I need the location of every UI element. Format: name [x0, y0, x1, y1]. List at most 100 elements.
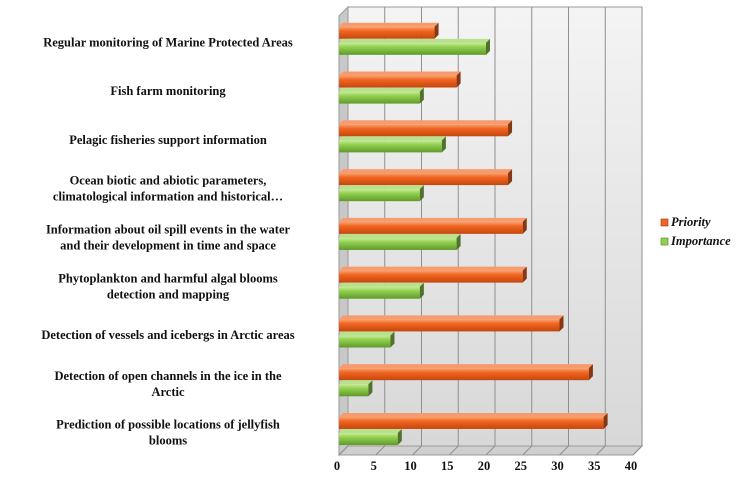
bar-priority-2: [339, 120, 513, 137]
bar-importance-8: [339, 429, 402, 446]
category-label-line: Ocean biotic and abiotic parameters,: [70, 174, 267, 188]
bar-priority-7: [339, 364, 593, 381]
bar-priority-8: [339, 412, 608, 429]
x-tick-label: 0: [334, 459, 340, 473]
legend-swatch: [660, 237, 669, 246]
floor-gridline: [338, 445, 349, 456]
bar-priority-4: [339, 217, 527, 234]
bar-front: [339, 173, 509, 186]
floor-gridline: [412, 445, 422, 456]
bar-end: [441, 136, 446, 153]
floor-gridline: [375, 445, 386, 456]
category-label: Detection of open channels in the ice in…: [54, 369, 282, 399]
bar-end: [419, 185, 424, 202]
bar-front: [339, 42, 486, 55]
bar-front: [339, 189, 420, 202]
category-label: Information about oil spill events in th…: [46, 223, 291, 253]
x-tick-label: 5: [371, 459, 377, 473]
category-label: Fish farm monitoring: [110, 84, 226, 98]
category-label-line: Arctic: [151, 385, 185, 399]
category-label-line: Information about oil spill events in th…: [46, 223, 291, 237]
bar-top: [339, 38, 490, 43]
bar-end: [508, 120, 513, 137]
bar-top: [339, 217, 527, 222]
category-label-line: Pelagic fisheries support information: [69, 133, 267, 147]
bar-importance-3: [339, 185, 424, 202]
bar-top: [339, 120, 513, 125]
bar-end: [508, 169, 513, 186]
bar-importance-0: [339, 38, 490, 55]
category-label-line: Detection of vessels and icebergs in Arc…: [41, 328, 294, 342]
bar-priority-1: [339, 71, 461, 88]
bar-top: [339, 136, 446, 141]
bar-importance-7: [339, 380, 373, 397]
bar-priority-0: [339, 22, 439, 39]
category-label: Detection of vessels and icebergs in Arc…: [41, 328, 294, 342]
bar-top: [339, 71, 461, 76]
category-label: Phytoplankton and harmful algal blooms de…: [58, 271, 278, 301]
category-label-line: Regular monitoring of Marine Protected A…: [43, 35, 293, 49]
bar-top: [339, 380, 373, 385]
floor-gridline: [559, 445, 569, 456]
category-label: Prediction of possible locations of jell…: [56, 418, 280, 448]
bar-end: [522, 266, 527, 283]
bar-top: [339, 282, 424, 287]
x-tick-label: 20: [478, 459, 491, 473]
bar-front: [339, 286, 420, 299]
bar-end: [522, 217, 527, 234]
x-tick-label: 30: [551, 459, 564, 473]
bar-top: [339, 429, 402, 434]
bar-top: [339, 364, 593, 369]
category-label-line: Phytoplankton and harmful algal blooms: [58, 271, 278, 285]
bar-front: [339, 75, 457, 88]
bar-end: [390, 331, 395, 348]
bar-front: [339, 433, 398, 446]
bar-front: [339, 319, 560, 332]
bar-top: [339, 87, 424, 92]
category-label-line: Detection of open channels in the ice in…: [54, 369, 282, 383]
bar-end: [419, 282, 424, 299]
legend-label: Importance: [670, 234, 731, 248]
bar-top: [339, 169, 513, 174]
bar-top: [339, 331, 395, 336]
bar-priority-5: [339, 266, 527, 283]
bar-end: [397, 429, 402, 446]
bar-importance-4: [339, 233, 461, 250]
bar-end: [588, 364, 593, 381]
bar-importance-2: [339, 136, 446, 153]
category-label-line: detection and mapping: [107, 287, 230, 301]
bar-priority-6: [339, 315, 564, 332]
x-tick-label: 35: [588, 459, 601, 473]
x-tick-label: 40: [625, 459, 638, 473]
bar-top: [339, 22, 439, 27]
bar-front: [339, 91, 420, 104]
bar-importance-5: [339, 282, 424, 299]
bar-front: [339, 384, 369, 397]
bar-front: [339, 221, 523, 234]
bar-importance-6: [339, 331, 395, 348]
bar-end: [456, 71, 461, 88]
category-label-line: Prediction of possible locations of jell…: [56, 418, 280, 432]
bar-end: [434, 22, 439, 39]
x-tick-label: 10: [404, 459, 417, 473]
floor-gridline: [595, 445, 606, 456]
x-tick-label: 15: [441, 459, 454, 473]
category-label: Regular monitoring of Marine Protected A…: [43, 35, 293, 49]
bar-end: [419, 87, 424, 104]
bar-front: [339, 237, 457, 250]
category-label-line: Fish farm monitoring: [110, 84, 226, 98]
bar-front: [339, 124, 509, 137]
floor-gridline: [448, 445, 459, 456]
bar-top: [339, 233, 461, 238]
bar-end: [559, 315, 564, 332]
bar-front: [339, 26, 435, 39]
floor-gridline: [632, 445, 643, 456]
bar-end: [486, 38, 490, 55]
bar-top: [339, 266, 527, 271]
bar-front: [339, 140, 442, 153]
category-label: Pelagic fisheries support information: [69, 133, 267, 147]
category-label-line: and their development in time and space: [60, 239, 276, 253]
category-label-line: blooms: [149, 434, 187, 448]
